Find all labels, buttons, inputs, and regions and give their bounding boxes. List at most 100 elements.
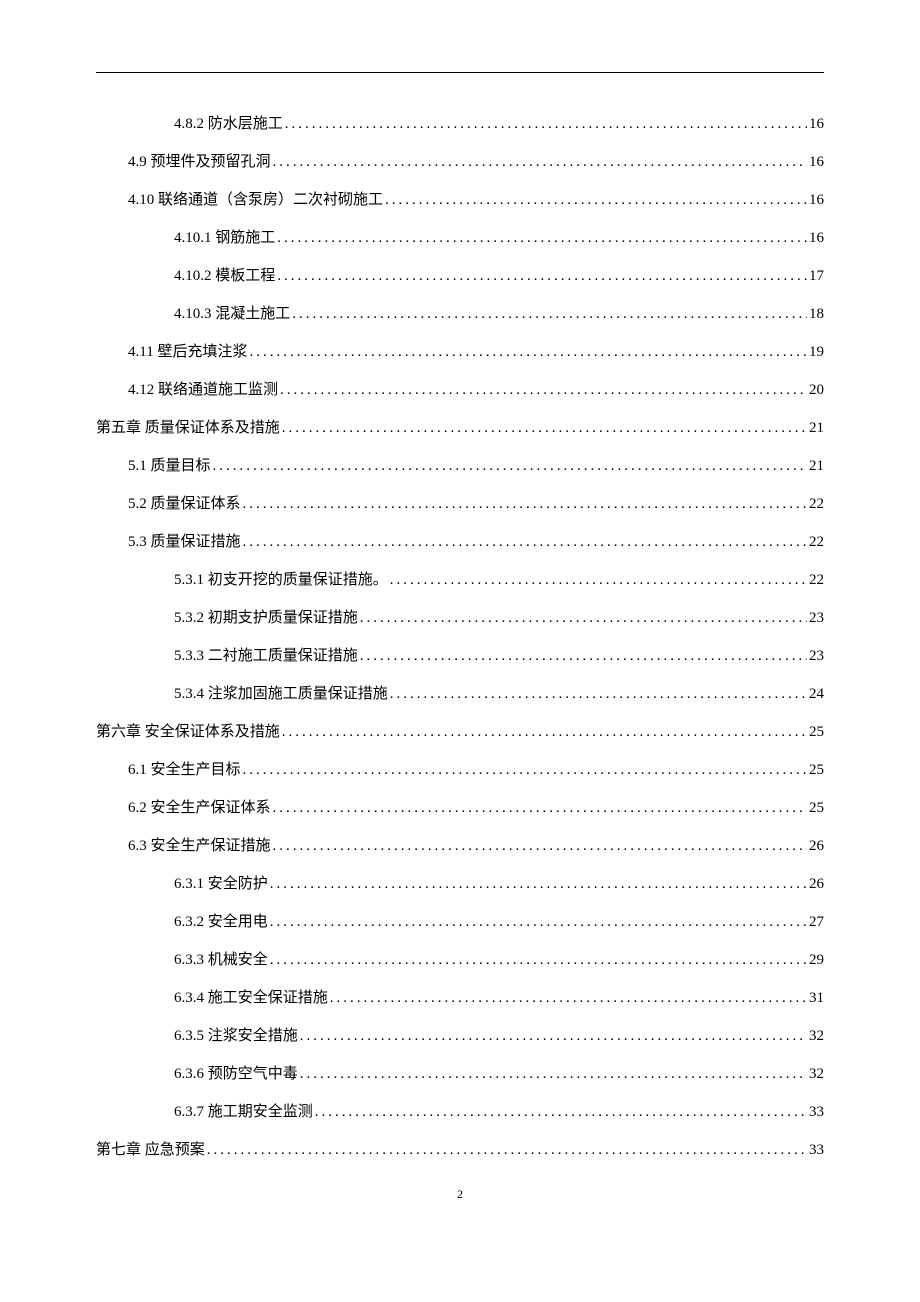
toc-entry-label: 4.10.3 混凝土施工 (174, 303, 290, 326)
toc-entry-label: 6.3.6 预防空气中毒 (174, 1063, 298, 1086)
header-rule (96, 72, 824, 73)
toc-entry-page: 32 (809, 1025, 824, 1048)
toc-entry: 5.3.2 初期支护质量保证措施 23 (96, 607, 824, 630)
toc-entry-dots (207, 1139, 807, 1154)
toc-list: 4.8.2 防水层施工164.9 预埋件及预留孔洞164.10 联络通道（含泵房… (96, 113, 824, 1162)
toc-entry-page: 19 (809, 341, 824, 364)
toc-entry: 第五章 质量保证体系及措施 21 (96, 417, 824, 440)
toc-entry-dots (330, 987, 807, 1002)
toc-entry-dots (273, 835, 807, 850)
toc-entry: 6.3.3 机械安全 29 (96, 949, 824, 972)
toc-entry: 4.11 壁后充填注浆 19 (96, 341, 824, 364)
toc-entry-dots (285, 113, 807, 128)
toc-entry-dots (280, 379, 807, 394)
toc-entry-page: 20 (809, 379, 824, 402)
page-number: 2 (457, 1187, 463, 1202)
toc-entry-dots (300, 1025, 807, 1040)
toc-entry-dots (270, 949, 807, 964)
toc-entry-page: 17 (809, 265, 824, 288)
toc-entry-dots (282, 721, 807, 736)
toc-entry-label: 5.3 质量保证措施 (128, 531, 241, 554)
toc-entry-page: 27 (809, 911, 824, 934)
toc-entry: 6.3.6 预防空气中毒 32 (96, 1063, 824, 1086)
toc-entry-label: 5.3.4 注浆加固施工质量保证措施 (174, 683, 388, 706)
toc-entry-dots (273, 797, 807, 812)
toc-entry-page: 16 (809, 189, 824, 212)
toc-entry-page: 33 (809, 1139, 824, 1162)
toc-entry: 6.3.2 安全用电27 (96, 911, 824, 934)
toc-entry-dots (249, 341, 807, 356)
toc-entry-label: 6.1 安全生产目标 (128, 759, 241, 782)
toc-entry-label: 4.12 联络通道施工监测 (128, 379, 278, 402)
toc-entry-dots (360, 607, 807, 622)
toc-entry-page: 29 (809, 949, 824, 972)
toc-entry-page: 25 (809, 721, 824, 744)
toc-entry: 6.3.4 施工安全保证措施 31 (96, 987, 824, 1010)
toc-entry: 6.3 安全生产保证措施 26 (96, 835, 824, 858)
toc-entry-page: 21 (809, 455, 824, 478)
toc-entry-label: 5.1 质量目标 (128, 455, 211, 478)
toc-entry-label: 6.3.7 施工期安全监测 (174, 1101, 313, 1124)
toc-entry-label: 4.10.2 模板工程 (174, 265, 275, 288)
toc-entry-label: 5.3.3 二衬施工质量保证措施 (174, 645, 358, 668)
toc-entry: 4.9 预埋件及预留孔洞 16 (96, 151, 824, 174)
toc-entry: 第六章 安全保证体系及措施 25 (96, 721, 824, 744)
toc-entry-dots (270, 911, 807, 926)
toc-entry: 5.3 质量保证措施22 (96, 531, 824, 554)
toc-entry-page: 33 (809, 1101, 824, 1124)
toc-entry: 4.8.2 防水层施工16 (96, 113, 824, 136)
toc-entry-page: 31 (809, 987, 824, 1010)
toc-entry-dots (273, 151, 807, 166)
toc-entry-label: 5.3.2 初期支护质量保证措施 (174, 607, 358, 630)
toc-entry-page: 26 (809, 835, 824, 858)
toc-entry-label: 6.3.5 注浆安全措施 (174, 1025, 298, 1048)
toc-entry-label: 第五章 质量保证体系及措施 (96, 417, 280, 440)
toc-entry-label: 6.3 安全生产保证措施 (128, 835, 271, 858)
toc-entry-label: 4.8.2 防水层施工 (174, 113, 283, 136)
toc-entry-page: 22 (809, 569, 824, 592)
toc-entry-dots (282, 417, 807, 432)
toc-entry: 6.2 安全生产保证体系 25 (96, 797, 824, 820)
toc-entry-page: 16 (809, 151, 824, 174)
toc-entry-label: 5.3.1 初支开挖的质量保证措施。 (174, 569, 388, 592)
toc-entry-page: 25 (809, 797, 824, 820)
toc-entry-label: 4.10.1 钢筋施工 (174, 227, 275, 250)
toc-entry-label: 6.3.3 机械安全 (174, 949, 268, 972)
toc-entry-label: 6.2 安全生产保证体系 (128, 797, 271, 820)
toc-entry: 5.3.1 初支开挖的质量保证措施。 22 (96, 569, 824, 592)
toc-entry-label: 4.11 壁后充填注浆 (128, 341, 247, 364)
toc-entry-page: 16 (809, 227, 824, 250)
toc-entry-dots (315, 1101, 807, 1116)
toc-entry-label: 6.3.4 施工安全保证措施 (174, 987, 328, 1010)
toc-entry-dots (390, 569, 807, 584)
toc-entry-dots (243, 759, 807, 774)
toc-entry-page: 32 (809, 1063, 824, 1086)
toc-entry-dots (270, 873, 807, 888)
toc-entry-label: 4.10 联络通道（含泵房）二次衬砌施工 (128, 189, 383, 212)
toc-entry: 4.10 联络通道（含泵房）二次衬砌施工 16 (96, 189, 824, 212)
toc-entry: 4.10.2 模板工程 17 (96, 265, 824, 288)
toc-entry-dots (390, 683, 807, 698)
toc-entry-dots (292, 303, 807, 318)
toc-entry-page: 24 (809, 683, 824, 706)
toc-entry-dots (300, 1063, 807, 1078)
toc-entry-page: 21 (809, 417, 824, 440)
toc-entry: 第七章 应急预案33 (96, 1139, 824, 1162)
toc-entry: 5.2 质量保证体系22 (96, 493, 824, 516)
toc-entry: 6.3.1 安全防护26 (96, 873, 824, 896)
toc-entry-dots (277, 265, 807, 280)
toc-entry-dots (360, 645, 807, 660)
toc-entry-dots (277, 227, 807, 242)
toc-entry-page: 26 (809, 873, 824, 896)
toc-entry-label: 第六章 安全保证体系及措施 (96, 721, 280, 744)
toc-entry: 6.3.7 施工期安全监测 33 (96, 1101, 824, 1124)
toc-entry: 5.1 质量目标 21 (96, 455, 824, 478)
toc-entry-dots (385, 189, 807, 204)
toc-entry-label: 4.9 预埋件及预留孔洞 (128, 151, 271, 174)
toc-entry-page: 23 (809, 607, 824, 630)
toc-entry-page: 23 (809, 645, 824, 668)
toc-entry: 6.1 安全生产目标25 (96, 759, 824, 782)
toc-entry-dots (213, 455, 807, 470)
toc-entry-dots (243, 493, 807, 508)
toc-entry: 6.3.5 注浆安全措施 32 (96, 1025, 824, 1048)
